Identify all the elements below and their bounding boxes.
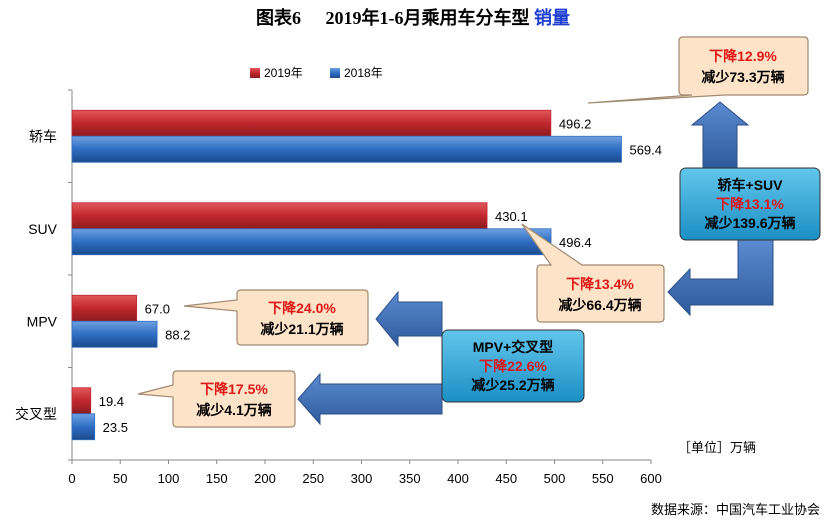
x-tick-label-7: 350 <box>399 471 421 486</box>
callout-sedan: 下降12.9% 减少73.3万辆 <box>587 36 809 104</box>
callout-sedan-line2: 减少73.3万辆 <box>701 69 784 85</box>
bar-2019-1 <box>71 202 488 230</box>
callout-mpv-shape <box>183 289 369 346</box>
bar-2019-2 <box>71 294 138 322</box>
callout-suv: 下降13.4% 减少66.4万辆 <box>521 223 665 323</box>
x-tick-label-3: 150 <box>206 471 228 486</box>
callout-cross-shape <box>137 370 296 428</box>
summary-box-mpv-cross-bg <box>441 329 585 403</box>
source-note: 数据来源：中国汽车工业协会 <box>651 502 820 517</box>
bar-2018-3 <box>71 413 96 441</box>
summary-box-sedan-suv: 轿车+SUV 下降13.1% 减少139.6万辆 <box>679 167 821 241</box>
legend-label-2018: 2018年 <box>344 66 383 80</box>
category-label-1: SUV <box>28 221 57 237</box>
arrows <box>297 101 774 426</box>
bar-series <box>71 109 622 441</box>
left-arrow-mpv <box>375 290 443 348</box>
callout-sedan-line1: 下降12.9% <box>709 48 777 64</box>
callout-suv-line1: 下降13.4% <box>566 276 634 292</box>
x-tick-label-10: 500 <box>544 471 566 486</box>
callout-mpv-line1: 下降24.0% <box>268 300 336 316</box>
left-arrow-cross <box>297 372 443 426</box>
x-tick-label-5: 250 <box>302 471 324 486</box>
x-tick-label-1: 50 <box>113 471 127 486</box>
value-label-2018-1: 496.4 <box>559 235 592 250</box>
legend: 2019年 2018年 <box>250 66 383 80</box>
value-label-2018-0: 569.4 <box>629 142 662 157</box>
summary-box-mpv-cross: MPV+交叉型 下降22.6% 减少25.2万辆 <box>441 329 585 403</box>
value-label-2019-1: 430.1 <box>495 209 528 224</box>
bar-2018-0 <box>71 135 622 163</box>
legend-swatch-2019 <box>250 68 260 78</box>
title-main: 2019年1-6月乘用车分车型 <box>326 7 530 28</box>
x-tick-label-9: 450 <box>495 471 517 486</box>
summary-mpv-cross-line2: 下降22.6% <box>479 358 547 374</box>
callout-suv-line2: 减少66.4万辆 <box>558 297 641 313</box>
callout-cross-line2: 减少4.1万辆 <box>196 402 271 418</box>
summary-sedan-suv-line2: 下降13.1% <box>716 196 784 212</box>
category-label-2: MPV <box>27 313 58 329</box>
x-tick-label-4: 200 <box>254 471 276 486</box>
callout-mpv: 下降24.0% 减少21.1万辆 <box>183 289 369 346</box>
value-label-2018-2: 88.2 <box>165 327 190 342</box>
x-tick-label-6: 300 <box>351 471 373 486</box>
legend-swatch-2018 <box>330 68 340 78</box>
bar-2019-3 <box>71 387 92 415</box>
x-tick-label-2: 100 <box>158 471 180 486</box>
value-label-2019-2: 67.0 <box>145 301 170 316</box>
category-labels: 轿车 SUV MPV 交叉型 <box>15 128 58 422</box>
category-label-3: 交叉型 <box>15 406 57 422</box>
x-tick-label-12: 600 <box>640 471 662 486</box>
bar-2018-2 <box>71 320 158 348</box>
value-label-2018-3: 23.5 <box>103 420 128 435</box>
title-highlight: 销量 <box>534 7 570 28</box>
x-tick-label-0: 0 <box>68 471 75 486</box>
value-label-2019-3: 19.4 <box>99 394 124 409</box>
callout-suv-shape <box>521 223 665 323</box>
summary-box-sedan-suv-bg <box>679 167 821 241</box>
elbow-arrow <box>667 239 774 317</box>
summary-sedan-suv-line1: 轿车+SUV <box>718 177 784 193</box>
x-tick-label-8: 400 <box>447 471 469 486</box>
bar-2019-0 <box>71 109 552 137</box>
value-label-2019-0: 496.2 <box>559 116 592 131</box>
chart-title: 图表6 2019年1-6月乘用车分车型 销量 <box>256 7 570 28</box>
bar-2018-1 <box>71 228 552 256</box>
y-axis-ticks <box>68 89 72 461</box>
legend-label-2019: 2019年 <box>264 66 303 80</box>
summary-mpv-cross-line3: 减少25.2万辆 <box>471 377 554 393</box>
unit-label: ［单位］万辆 <box>678 440 756 455</box>
summary-mpv-cross-line1: MPV+交叉型 <box>473 339 554 355</box>
value-labels: 496.2 569.4 430.1 496.4 67.0 88.2 19.4 23.5 <box>99 116 662 435</box>
up-arrow <box>690 101 750 169</box>
callout-mpv-line2: 减少21.1万辆 <box>260 321 343 337</box>
title-prefix: 图表6 <box>256 7 301 28</box>
callout-sedan-shape <box>587 36 809 104</box>
x-axis-ticks: 0 50 100 150 200 250 300 350 400 450 500 550 600 <box>68 460 662 486</box>
callout-cross: 下降17.5% 减少4.1万辆 <box>137 370 296 428</box>
category-label-0: 轿车 <box>29 128 57 144</box>
x-tick-label-11: 550 <box>592 471 614 486</box>
summary-sedan-suv-line3: 减少139.6万辆 <box>704 215 795 231</box>
callout-cross-line1: 下降17.5% <box>200 381 268 397</box>
